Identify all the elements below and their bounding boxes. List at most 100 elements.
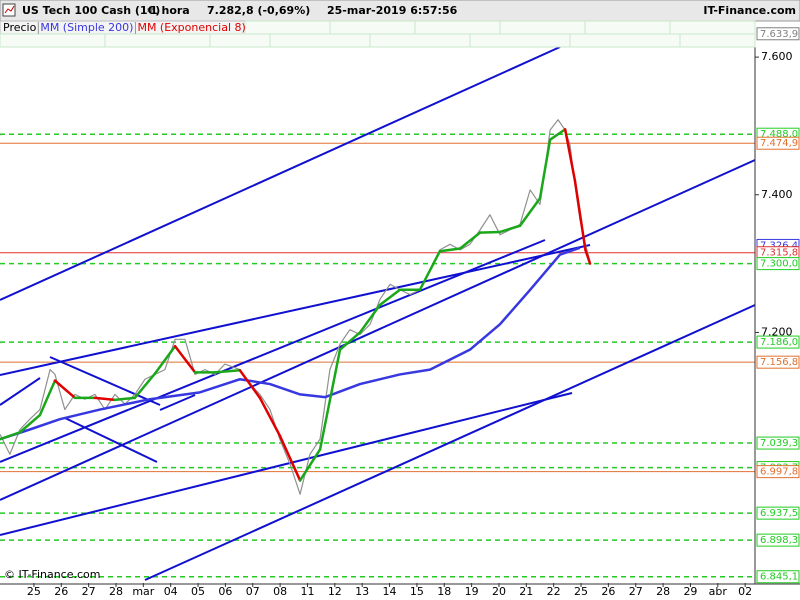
ema-segment bbox=[133, 372, 157, 400]
indicator-box[interactable] bbox=[0, 33, 106, 48]
ema-segment bbox=[338, 331, 362, 351]
ema-segment bbox=[318, 348, 342, 451]
x-tick-label: 28 bbox=[656, 585, 670, 598]
level-label: 6.997,8 bbox=[760, 467, 798, 478]
legend-entry[interactable]: MM (Exponencial 8) bbox=[137, 21, 245, 34]
ma-line bbox=[0, 246, 581, 441]
legend-entry[interactable]: Precio bbox=[3, 21, 37, 34]
ema-segment bbox=[93, 396, 117, 402]
x-tick-label: 08 bbox=[273, 585, 287, 598]
level-label: 7.474,9 bbox=[760, 138, 798, 149]
x-tick-label: 02 bbox=[738, 585, 752, 598]
level-label: 7.633,9 bbox=[760, 29, 798, 40]
trend-line bbox=[0, 239, 546, 463]
ema-segment bbox=[38, 379, 57, 417]
x-tick-label: 22 bbox=[547, 585, 561, 598]
watermark: © IT-Finance.com bbox=[4, 568, 101, 581]
level-label-box bbox=[756, 27, 800, 41]
trend-line bbox=[144, 304, 756, 581]
level-label: 7.039,3 bbox=[760, 438, 798, 449]
x-tick-label: 29 bbox=[683, 585, 697, 598]
level-label: 6.898,3 bbox=[760, 535, 798, 546]
ema-segment bbox=[563, 128, 577, 183]
ema-segment bbox=[498, 224, 522, 234]
level-label-box bbox=[756, 136, 800, 150]
ema-segment bbox=[478, 230, 502, 234]
indicator-box[interactable] bbox=[209, 33, 271, 48]
ema-segment bbox=[584, 248, 592, 265]
brand: IT-Finance.com bbox=[703, 4, 796, 17]
x-tick-label: 15 bbox=[410, 585, 424, 598]
level-label-box bbox=[756, 570, 800, 584]
trend-line bbox=[0, 244, 591, 376]
x-tick-label: 28 bbox=[109, 585, 123, 598]
ema-segment bbox=[573, 179, 587, 252]
ema-segment bbox=[113, 396, 137, 402]
y-tick-label: 7.400 bbox=[761, 188, 793, 201]
level-label-box bbox=[756, 465, 800, 479]
x-tick-label: mar bbox=[132, 585, 154, 598]
level-label: 7.488,0 bbox=[760, 129, 798, 140]
level-label-box bbox=[756, 533, 800, 547]
indicator-box[interactable] bbox=[499, 20, 586, 35]
indicator-box[interactable] bbox=[414, 20, 501, 35]
indicator-box[interactable] bbox=[104, 33, 211, 48]
ema-segment bbox=[0, 431, 22, 441]
ema-segment bbox=[238, 369, 262, 400]
level-label-box bbox=[756, 436, 800, 450]
level-label: 6.845,1 bbox=[760, 572, 798, 583]
ema-segment bbox=[153, 344, 177, 375]
ema-segment bbox=[438, 247, 462, 253]
level-label-box bbox=[756, 257, 800, 271]
ema-segment bbox=[173, 344, 197, 374]
ema-segment bbox=[418, 249, 442, 292]
x-tick-label: 11 bbox=[300, 585, 314, 598]
x-tick-label: 05 bbox=[191, 585, 205, 598]
indicator-box[interactable] bbox=[269, 33, 371, 48]
indicator-box[interactable] bbox=[569, 33, 681, 48]
ema-segment bbox=[378, 288, 402, 307]
ema-segment bbox=[258, 396, 282, 437]
level-label-box bbox=[756, 506, 800, 520]
indicator-box[interactable] bbox=[669, 20, 756, 35]
level-label: 6.937,5 bbox=[760, 508, 798, 519]
chart-title: US Tech 100 Cash (1€) bbox=[22, 4, 160, 17]
x-tick-label: 26 bbox=[54, 585, 68, 598]
timestamp: 25-mar-2019 6:57:56 bbox=[327, 4, 458, 17]
x-tick-label: 06 bbox=[218, 585, 232, 598]
trend-line bbox=[159, 394, 196, 411]
x-tick-label: 18 bbox=[437, 585, 451, 598]
x-tick-label: 25 bbox=[574, 585, 588, 598]
ema-segment bbox=[278, 434, 302, 482]
x-tick-label: 26 bbox=[601, 585, 615, 598]
indicator-box[interactable] bbox=[369, 33, 471, 48]
ema-segment bbox=[358, 303, 382, 334]
x-tick-label: 25 bbox=[27, 585, 41, 598]
indicator-box[interactable] bbox=[584, 20, 671, 35]
legend-entry[interactable]: MM (Simple 200) bbox=[40, 21, 133, 34]
indicator-box[interactable] bbox=[244, 20, 331, 35]
x-tick-label: 07 bbox=[246, 585, 260, 598]
ema-segment bbox=[53, 379, 77, 400]
hidden-indicators bbox=[0, 20, 756, 48]
ema-segment bbox=[298, 448, 322, 482]
series bbox=[0, 119, 592, 495]
x-tick-label: 13 bbox=[355, 585, 369, 598]
level-label: 7.326,4 bbox=[760, 240, 798, 251]
level-label: 7.186,0 bbox=[760, 337, 798, 348]
chart-icon-line bbox=[4, 5, 15, 14]
trend-line bbox=[64, 417, 158, 463]
indicator-box[interactable] bbox=[469, 33, 571, 48]
axes: 7.200 7.400 7.600 25 26 27 28 mar 04 05 06 07 08 11 12… bbox=[27, 27, 800, 598]
legend: Precio MM (Simple 200) MM (Exponencial 8) bbox=[0, 20, 756, 48]
ema-segment bbox=[548, 128, 567, 141]
x-tick-label: 27 bbox=[629, 585, 643, 598]
trend-line bbox=[0, 392, 573, 536]
indicator-box[interactable] bbox=[329, 20, 416, 35]
indicator-box[interactable] bbox=[679, 33, 756, 48]
x-tick-label: 27 bbox=[82, 585, 96, 598]
trend-lines bbox=[0, 46, 756, 581]
x-tick-label: 12 bbox=[328, 585, 342, 598]
ema-segment bbox=[518, 196, 542, 227]
